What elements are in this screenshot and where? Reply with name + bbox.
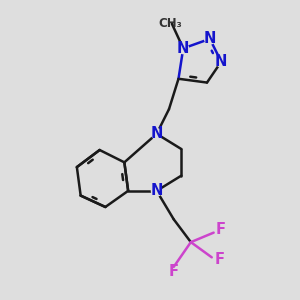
Text: F: F	[215, 222, 225, 237]
Circle shape	[178, 43, 188, 54]
Circle shape	[205, 34, 215, 44]
Text: N: N	[151, 183, 163, 198]
Text: F: F	[169, 264, 179, 279]
Circle shape	[152, 186, 162, 196]
Circle shape	[152, 129, 162, 139]
Text: N: N	[177, 41, 189, 56]
Text: CH₃: CH₃	[158, 17, 182, 30]
Text: N: N	[215, 54, 227, 69]
Text: F: F	[214, 252, 224, 267]
Text: N: N	[151, 126, 163, 141]
Text: N: N	[204, 32, 216, 46]
Circle shape	[216, 56, 226, 67]
